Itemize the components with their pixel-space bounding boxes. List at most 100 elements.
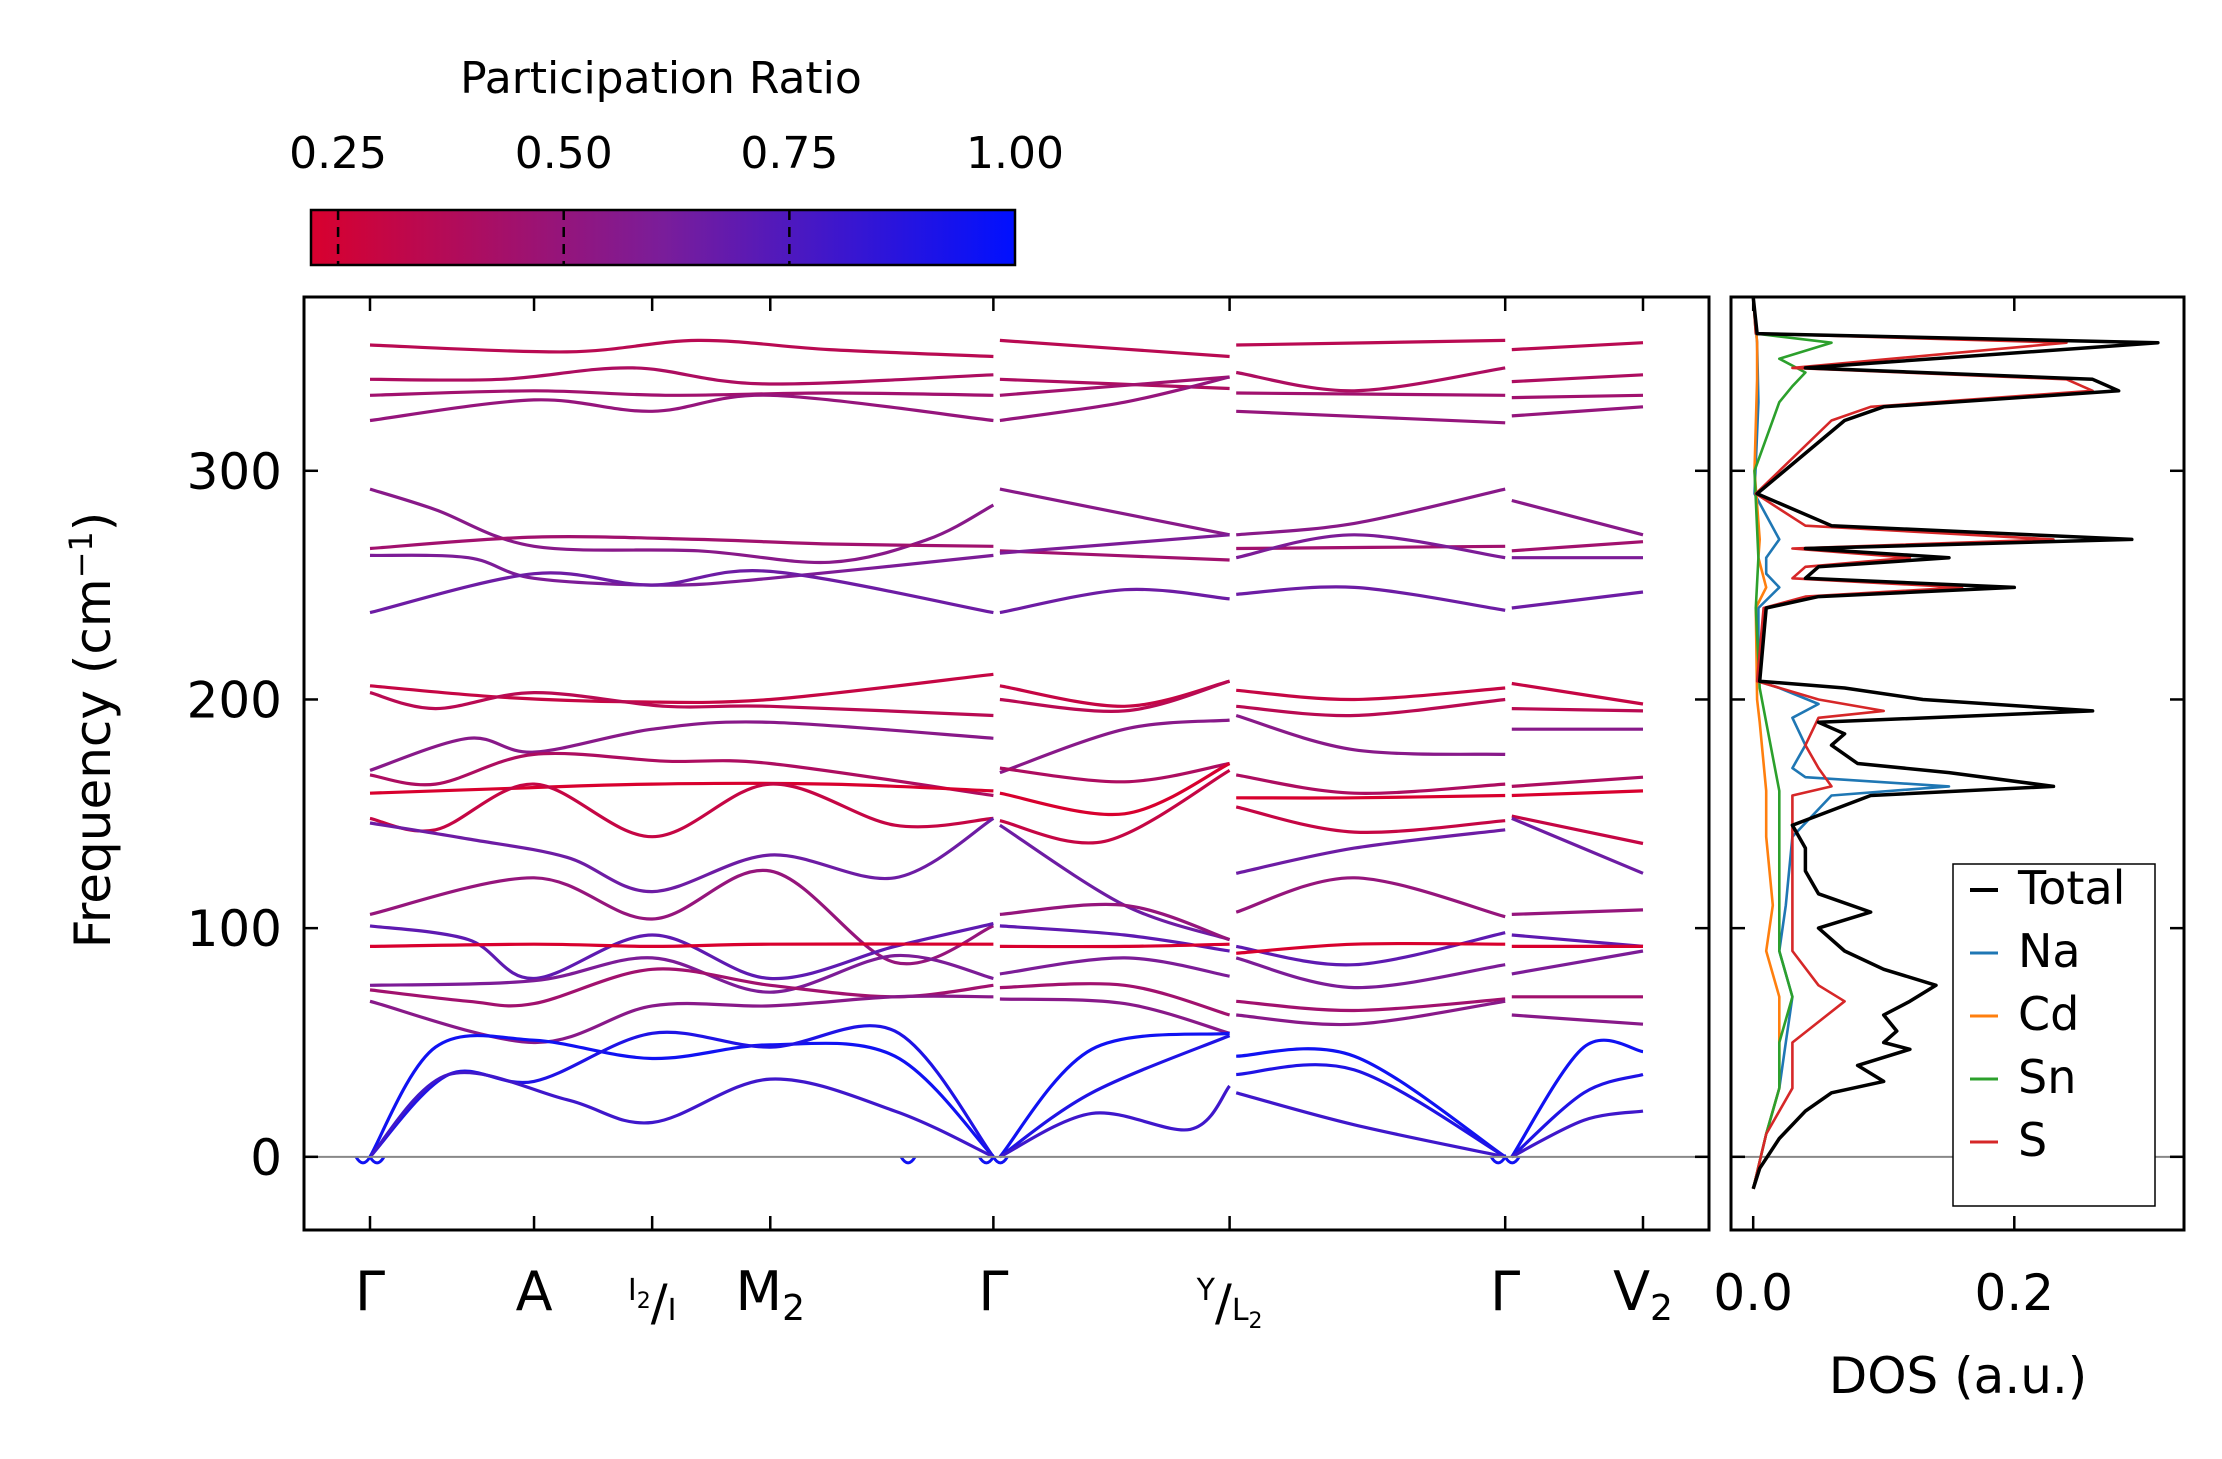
band-line-optical-322-seg0 <box>369 393 994 423</box>
band-line-optical-266-seg1 <box>999 549 1230 562</box>
band-line-optical-146-seg3 <box>1511 816 1644 875</box>
band-line-optical-200-seg2 <box>1236 697 1506 718</box>
band-line-optical-68-seg1 <box>999 997 1231 1035</box>
legend-items: Total Na Cd Sn S <box>1970 861 2125 1167</box>
band-line-optical-166-seg3 <box>1511 775 1644 788</box>
band-line-optical-159-seg1 <box>999 762 1231 817</box>
x-tick-label-main: Γ <box>1490 1260 1520 1323</box>
band-line-optical-147-seg3 <box>1511 814 1644 846</box>
band-line-optical-340-seg3 <box>1511 373 1644 384</box>
band-line-optical-92-seg2 <box>1236 941 1506 955</box>
band-line-optical-340-seg2 <box>1235 366 1506 393</box>
x-tick-label-main: A <box>516 1260 553 1323</box>
band-line-optical-166-seg0 <box>369 751 994 798</box>
band-line-optical-292-seg0 <box>369 487 995 565</box>
band-line-optical-100-seg2 <box>1235 931 1506 967</box>
band-line-optical-100-seg1 <box>999 924 1230 953</box>
dos-line-total <box>1751 296 2160 1190</box>
band-line-optical-178-seg1 <box>999 718 1230 775</box>
y-axis-label: Frequency (cm−1) <box>62 512 122 949</box>
band-line-optical-322-seg3 <box>1511 405 1644 418</box>
band-line-optical-355-seg1 <box>999 338 1230 359</box>
band-line-optical-159-seg2 <box>1236 793 1506 800</box>
y-tick-label: 100 <box>187 900 282 958</box>
band-line-optical-206-seg3 <box>1511 681 1644 706</box>
imaginary-dip-m2 <box>899 1156 917 1165</box>
band-line-optical-106-seg2 <box>1235 876 1506 919</box>
y-axis-label-main: Frequency (cm <box>64 578 122 948</box>
dos-axes-frame <box>1729 295 2186 1232</box>
band-line-optical-355-seg2 <box>1236 338 1506 347</box>
band-line-optical-73-seg1 <box>999 982 1231 1017</box>
band-line-optical-333-seg3 <box>1511 393 1644 400</box>
y-axis-label-close: ) <box>64 512 122 532</box>
band-line-optical-166-seg2 <box>1235 773 1506 795</box>
y-tick-label: 300 <box>187 443 282 501</box>
y-tick-label: 0 <box>250 1129 282 1187</box>
x-tick-label-sub: 2 <box>1650 1288 1673 1329</box>
band-line-optical-355-seg0 <box>369 338 994 359</box>
band-line-optical-147-seg2 <box>1235 805 1506 834</box>
legend-label-cd: Cd <box>2018 987 2079 1041</box>
band-line-optical-146-seg1 <box>999 823 1231 942</box>
y-axis-label-exp: −1 <box>62 531 100 578</box>
dos-x-tick-label: 0.0 <box>1713 1264 1793 1322</box>
band-line-acoustic-2-seg0 <box>368 1024 995 1158</box>
band-line-acoustic-3-seg3 <box>1510 1038 1644 1158</box>
band-line-optical-73-seg2 <box>1236 997 1506 1013</box>
band-line-optical-238-seg3 <box>1511 590 1644 610</box>
band-line-optical-147-seg1 <box>999 769 1231 845</box>
dos-legend: Total Na Cd Sn S <box>1952 861 2156 1207</box>
band-line-optical-262-seg1 <box>999 533 1230 555</box>
x-tick-label-yl2: Y/L2 <box>1196 1273 1263 1334</box>
dos-panel: 0.0 0.2 DOS (a.u.) Total Na Cd Sn S <box>1713 295 2186 1405</box>
band-line-optical-75-seg2 <box>1235 956 1506 990</box>
x-tick-label-g3: Γ <box>1490 1260 1520 1323</box>
band-line-optical-166-seg1 <box>999 761 1230 784</box>
band-line-optical-333-seg1 <box>999 375 1230 397</box>
band-line-optical-106-seg0 <box>369 868 995 966</box>
colorbar-tick-label: 0.50 <box>515 128 613 179</box>
x-tick-label-g2: Γ <box>978 1260 1008 1323</box>
colorbar-label: Participation Ratio <box>460 53 862 104</box>
dos-line-sn <box>1751 296 1833 1190</box>
band-line-acoustic-1-seg0 <box>368 1070 995 1159</box>
dos-line-na <box>1751 296 1951 1190</box>
band-axes-frame <box>302 295 1711 1232</box>
x-tick-label-pre: Y <box>1196 1273 1216 1308</box>
band-line-optical-322-seg1 <box>999 375 1230 423</box>
band-line-acoustic-3-seg0 <box>368 1033 995 1158</box>
x-tick-label-pre-sub: 2 <box>637 1289 651 1314</box>
band-line-optical-159-seg3 <box>1511 789 1644 798</box>
x-tick-label-post-sub: 2 <box>1249 1309 1263 1334</box>
x-tick-label-v2: V2 <box>1613 1260 1673 1329</box>
band-line-optical-178-seg2 <box>1235 713 1506 756</box>
dos-y-ticks <box>1731 469 2184 1159</box>
dos-x-ticks: 0.0 0.2 <box>1713 297 2054 1322</box>
dos-x-axis-label: DOS (a.u.) <box>1829 1347 2088 1405</box>
band-line-optical-292-seg2 <box>1236 487 1506 537</box>
band-lines <box>354 338 1644 1165</box>
band-line-optical-75-seg3 <box>1511 949 1644 976</box>
legend-label-total: Total <box>2017 861 2125 915</box>
band-line-optical-355-seg3 <box>1511 341 1644 352</box>
band-line-optical-68-seg3 <box>1511 1013 1644 1026</box>
x-tick-label-main: Γ <box>355 1260 385 1323</box>
band-line-optical-238-seg1 <box>999 587 1230 615</box>
colorbar-gradient <box>309 208 1017 267</box>
band-line-optical-92-seg1 <box>999 942 1230 949</box>
band-line-acoustic-3-seg2 <box>1236 1047 1507 1159</box>
legend-label-na: Na <box>2018 924 2081 978</box>
colorbar-tick-label: 1.00 <box>966 128 1064 179</box>
x-tick-label-post: L <box>1232 1293 1249 1328</box>
band-line-optical-340-seg0 <box>369 366 994 386</box>
x-tick-label-main: V <box>1613 1260 1650 1323</box>
band-line-optical-266-seg3 <box>1511 540 1644 553</box>
x-tick-label-main: M <box>736 1260 783 1323</box>
band-line-optical-100-seg0 <box>369 922 994 981</box>
band-line-optical-68-seg2 <box>1236 999 1506 1027</box>
colorbar: Participation Ratio 0.25 0.50 0.75 1.00 <box>289 53 1064 267</box>
